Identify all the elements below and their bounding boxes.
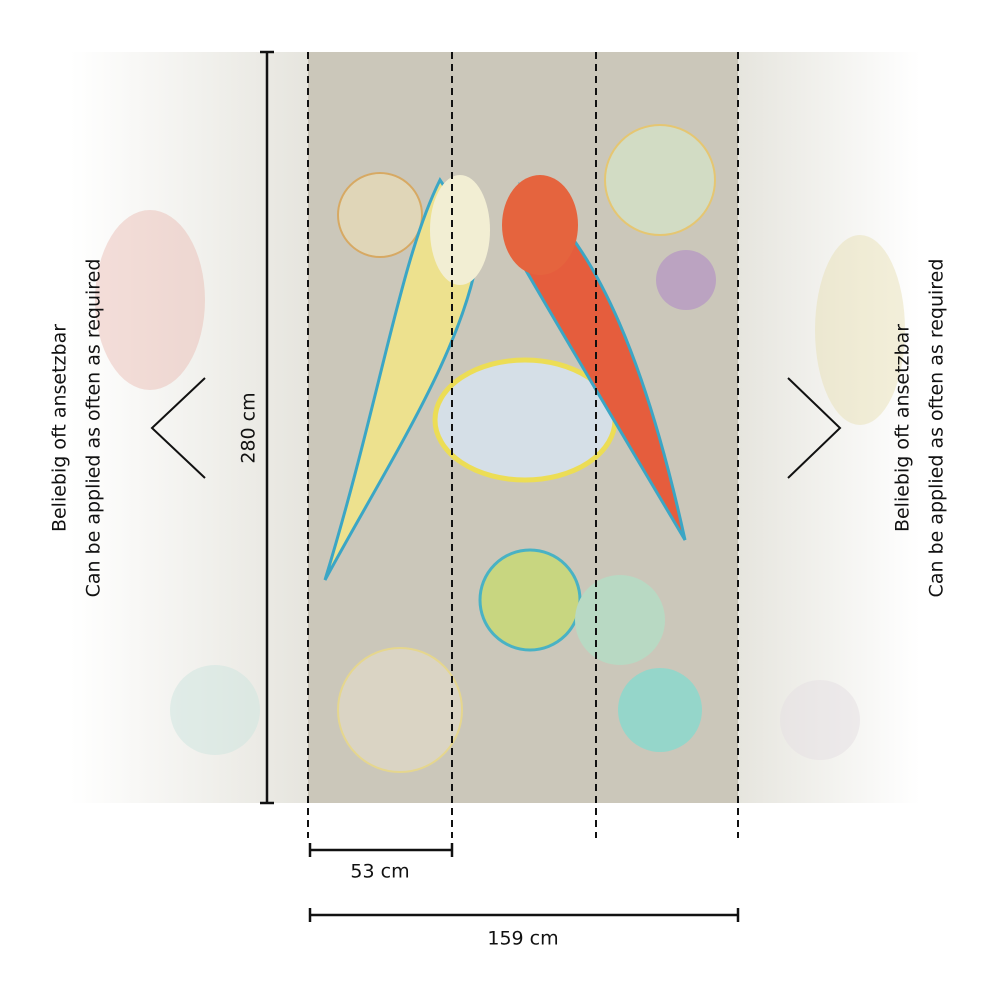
chevron-right bbox=[787, 377, 842, 479]
repeat-note: Beliebig oft ansetzbar bbox=[49, 324, 71, 532]
height-label: 280 cm bbox=[238, 392, 260, 463]
panel-width-label: 53 cm bbox=[350, 861, 409, 883]
repeat-note: Can be applied as often as required bbox=[83, 259, 105, 598]
height-dimension bbox=[260, 50, 274, 805]
total-width-label: 159 cm bbox=[487, 928, 558, 950]
panel-width-dimension bbox=[308, 843, 454, 857]
faded-extension-right bbox=[738, 52, 920, 803]
chevron-left bbox=[150, 377, 206, 479]
total-width-dimension bbox=[308, 908, 740, 922]
repeat-note: Can be applied as often as required bbox=[926, 259, 948, 598]
wallpaper-pattern bbox=[95, 124, 905, 773]
repeat-note: Beliebig oft ansetzbar bbox=[892, 324, 914, 532]
